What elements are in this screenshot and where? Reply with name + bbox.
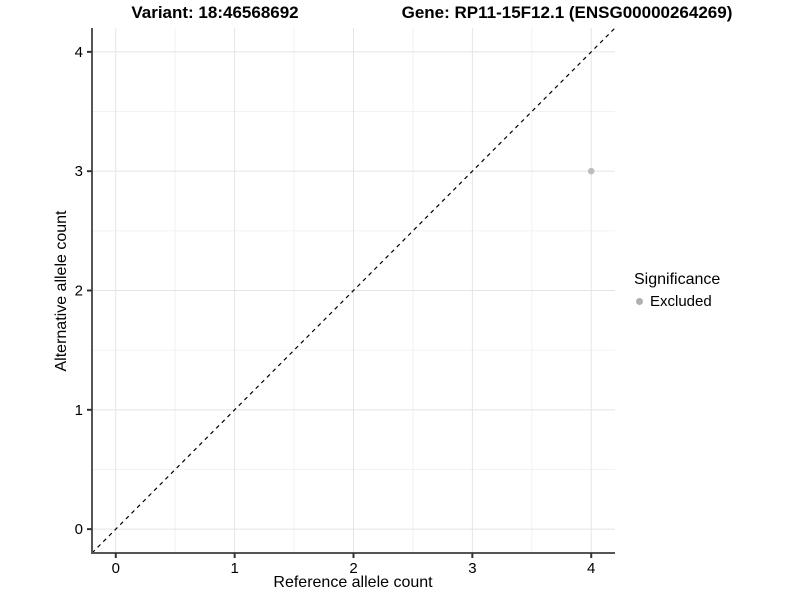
x-tick-label: 1 xyxy=(230,560,238,577)
y-tick-label: 4 xyxy=(75,44,83,61)
y-tick-label: 2 xyxy=(75,283,83,300)
y-axis-title: Alternative allele count xyxy=(53,210,70,372)
data-point xyxy=(587,167,595,175)
y-tick-label: 0 xyxy=(75,521,83,538)
title-variant: Variant: 18:46568692 xyxy=(131,3,299,22)
x-axis-title: Reference allele count xyxy=(273,574,433,591)
title-gene: Gene: RP11-15F12.1 (ENSG00000264269) xyxy=(401,3,733,22)
legend-point-icon xyxy=(636,298,643,305)
y-tick-label: 3 xyxy=(75,163,83,180)
x-tick-label: 4 xyxy=(587,560,595,577)
legend-item-label: Excluded xyxy=(650,293,712,310)
y-tick-label: 1 xyxy=(75,402,83,419)
legend-item-excluded: Excluded xyxy=(634,293,720,310)
x-tick-label: 2 xyxy=(349,560,357,577)
legend: Significance Excluded xyxy=(634,271,720,310)
legend-title: Significance xyxy=(634,271,721,288)
x-tick-label: 3 xyxy=(468,560,476,577)
x-tick-label: 0 xyxy=(112,560,120,577)
identity-line xyxy=(91,27,616,554)
